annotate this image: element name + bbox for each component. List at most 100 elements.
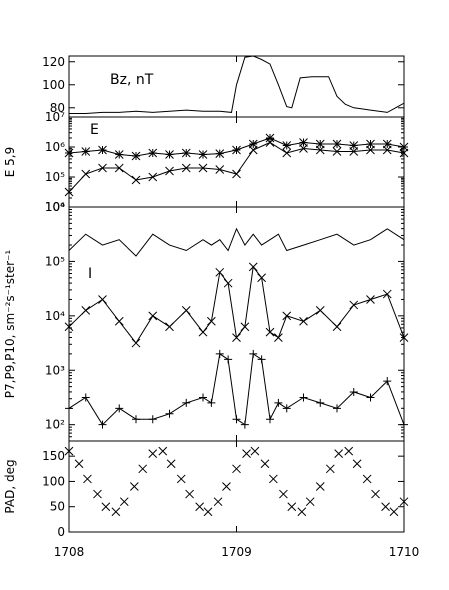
data-point <box>349 141 358 150</box>
data-point <box>381 502 390 512</box>
data-point <box>257 273 266 283</box>
panel-pad: 0 50 100 150 PAD, deg <box>3 440 409 539</box>
data-point <box>383 377 392 386</box>
data-point <box>366 140 375 148</box>
data-point <box>165 166 174 176</box>
data-point <box>101 502 111 512</box>
data-point <box>366 393 375 402</box>
data-point <box>114 163 124 173</box>
x-tick-label: 1709 <box>221 545 252 559</box>
data-point <box>98 295 107 304</box>
data-point <box>282 404 291 413</box>
y-tick-label: 10⁵ <box>45 170 65 184</box>
series-line <box>68 227 405 257</box>
data-point <box>181 306 191 315</box>
data-point <box>232 333 241 342</box>
y-tick-label: 120 <box>42 55 65 69</box>
data-point <box>132 152 140 160</box>
data-point <box>148 311 158 321</box>
data-point <box>232 146 241 154</box>
data-point <box>64 446 74 456</box>
data-point <box>315 306 325 315</box>
data-point <box>131 338 141 348</box>
x-tick-label: 1710 <box>389 545 420 559</box>
data-point <box>366 295 375 304</box>
y-tick-label: 10⁶ <box>45 140 65 154</box>
data-point <box>389 507 399 517</box>
data-point <box>333 404 341 413</box>
data-point <box>165 150 174 159</box>
data-point <box>315 482 325 491</box>
data-point <box>182 149 191 157</box>
data-point <box>299 144 308 153</box>
data-point <box>249 349 258 358</box>
data-point <box>74 459 84 469</box>
data-point <box>265 327 275 337</box>
data-point <box>382 289 392 299</box>
data-point <box>305 497 315 507</box>
series-0 <box>68 227 405 257</box>
data-point <box>362 474 372 484</box>
data-point <box>195 502 205 512</box>
data-point <box>232 415 241 424</box>
data-point <box>299 393 308 402</box>
data-point <box>83 474 92 484</box>
data-point <box>199 150 207 159</box>
data-point <box>240 322 250 332</box>
data-point <box>332 322 342 332</box>
panel-frame <box>68 440 405 533</box>
data-point <box>332 147 342 156</box>
data-point <box>282 141 291 150</box>
data-point <box>215 149 224 158</box>
data-point <box>165 322 174 332</box>
panel-bz: 80 100 120 Bz, nT <box>42 55 405 118</box>
data-point <box>198 163 208 173</box>
data-point <box>65 149 73 157</box>
data-point <box>266 134 274 142</box>
data-point <box>260 459 270 469</box>
series-0 <box>64 446 409 517</box>
data-point <box>333 140 341 148</box>
data-point <box>148 172 158 182</box>
data-point <box>119 497 129 507</box>
data-point <box>382 145 392 155</box>
x-tick-label: 1708 <box>54 545 85 559</box>
data-point <box>65 404 73 413</box>
data-point <box>399 333 409 342</box>
y-axis-label: E 5,9 <box>3 147 17 177</box>
data-point <box>215 267 225 277</box>
data-point <box>282 311 292 321</box>
data-point <box>132 415 140 424</box>
series-line <box>69 55 405 114</box>
data-point <box>299 316 308 326</box>
series-0 <box>64 133 409 161</box>
data-point <box>81 393 90 402</box>
data-point <box>316 140 325 148</box>
data-point <box>299 138 308 147</box>
data-point <box>242 449 251 458</box>
data-point <box>213 497 223 507</box>
data-point <box>98 146 107 154</box>
data-point <box>344 446 354 456</box>
y-tick-label: 10⁴ <box>45 200 65 214</box>
data-point <box>349 388 358 397</box>
data-point <box>248 262 258 272</box>
y-tick-label: 10⁷ <box>45 110 65 124</box>
y-axis-label: PAD, deg <box>3 459 17 513</box>
data-point <box>399 148 409 158</box>
data-point <box>203 507 213 517</box>
data-point <box>316 398 325 407</box>
data-point <box>115 404 124 413</box>
data-point <box>207 316 216 326</box>
data-point <box>352 459 362 469</box>
data-point <box>279 489 288 499</box>
series-1 <box>64 138 409 197</box>
data-point <box>249 140 258 148</box>
data-point <box>199 393 207 402</box>
y-tick-label: 100 <box>42 474 65 488</box>
data-point <box>297 507 307 517</box>
panel-e59: 10⁴ 10⁵ 10⁶ 10⁷ E E 5,9 <box>3 110 409 214</box>
data-point <box>185 489 194 499</box>
series-1 <box>64 262 409 348</box>
